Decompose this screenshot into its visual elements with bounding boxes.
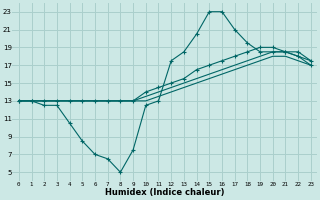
X-axis label: Humidex (Indice chaleur): Humidex (Indice chaleur) bbox=[105, 188, 225, 197]
